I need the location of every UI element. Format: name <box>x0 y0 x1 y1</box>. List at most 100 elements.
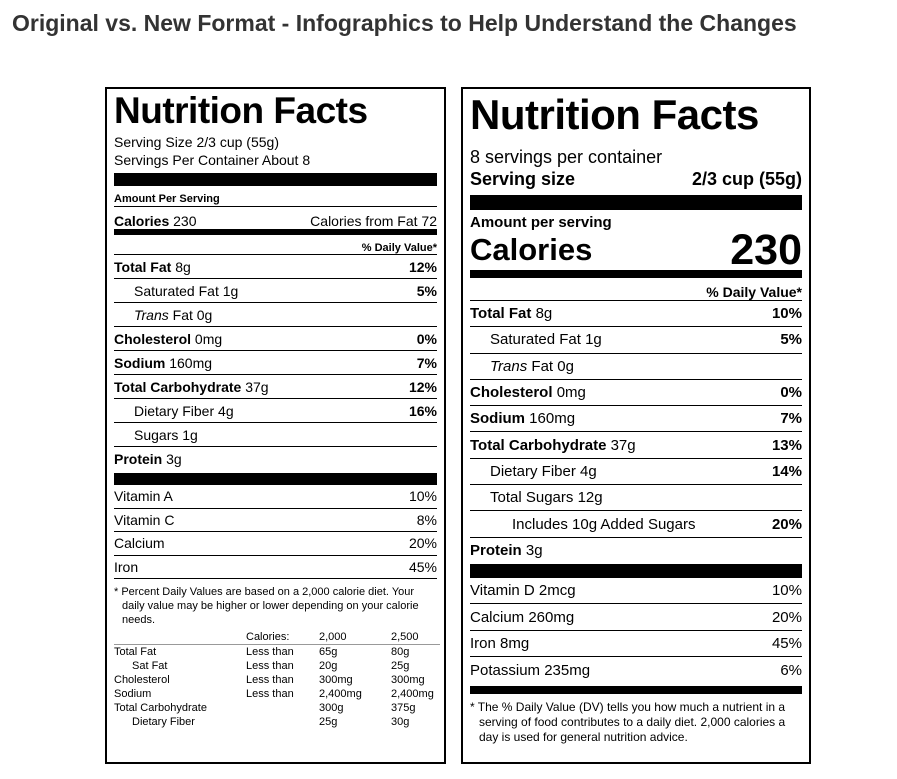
nutrient-name: Total Carbohydrate <box>470 436 607 454</box>
label-title: Nutrition Facts <box>470 91 759 138</box>
vitamin-name: Vitamin C <box>114 511 175 528</box>
nutrient-label: Sodium 160mg <box>470 410 575 427</box>
table-row: Sodium Less than 2,400mg 2,400mg <box>114 687 440 701</box>
divider-thick <box>470 563 802 578</box>
nutrient-dv: 14% <box>771 462 802 480</box>
nutrient-label: Total Carbohydrate 37g <box>114 379 269 395</box>
table-cell: 80g <box>391 646 410 658</box>
nutrient-name: Sodium <box>470 410 525 428</box>
nutrient-amount: 37g <box>610 436 636 454</box>
nutrient-row: Total Carbohydrate 37g 12% <box>114 375 437 399</box>
nutrient-name: Trans <box>490 357 528 375</box>
vitamin-row: Iron 45% <box>114 556 437 579</box>
nutrient-row: Total Fat 8g 12% <box>114 255 437 279</box>
nutrient-amount: 3g <box>525 542 543 560</box>
calories-value: 230 <box>173 213 197 229</box>
nutrient-dv: 10% <box>771 305 802 323</box>
page-title: Original vs. New Format - Infographics t… <box>12 10 797 36</box>
nutrient-label: Total Fat 8g <box>470 305 552 322</box>
nutrient-label: Trans Fat 0g <box>114 307 212 323</box>
nutrient-amount: Fat 0g <box>172 306 213 323</box>
nutrient-amount: 12g <box>577 489 603 507</box>
nutrient-row: Trans Fat 0g <box>470 354 802 380</box>
nutrient-row: Sodium 160mg 7% <box>114 351 437 375</box>
serving-size: Serving Size 2/3 cup (55g) <box>114 134 279 150</box>
nutrient-name: Trans <box>134 306 169 323</box>
nutrient-name: Sugars <box>134 426 179 443</box>
nutrient-row: Total Fat 8g 10% <box>470 301 802 328</box>
serving-size-row: Serving size 2/3 cup (55g) <box>470 168 802 190</box>
vitamin-row: Calcium 20% <box>114 532 437 556</box>
table-cell: Less than <box>246 660 294 672</box>
nutrient-label: Dietary Fiber 4g <box>114 403 234 419</box>
calories-value: 230 <box>730 225 802 274</box>
nutrient-row: Cholesterol 0mg 0% <box>470 380 802 407</box>
vitamin-dv: 20% <box>408 535 437 552</box>
table-cell: 2,400mg <box>391 688 434 700</box>
nutrient-row: Dietary Fiber 4g 16% <box>114 399 437 423</box>
calories-label: Calories <box>114 213 170 229</box>
nutrient-name: Total Carbohydrate <box>114 378 242 395</box>
serving-size-value: 2/3 cup (55g) <box>691 168 802 189</box>
amount-per-serving: Amount per serving <box>470 214 612 231</box>
nutrient-row: Trans Fat 0g <box>114 303 437 327</box>
calories-label: Calories <box>470 232 593 267</box>
nutrient-amount: 0mg <box>556 384 586 402</box>
nutrient-amount: 1g <box>182 426 198 443</box>
label-title: Nutrition Facts <box>114 90 368 131</box>
table-row: Sat Fat Less than 20g 25g <box>114 659 440 673</box>
table-cell: Less than <box>246 674 294 686</box>
nutrient-label: Total Fat 8g <box>114 259 191 275</box>
vitamin-row: Iron 8mg 45% <box>470 631 802 658</box>
nutrient-row: Protein 3g <box>114 447 437 471</box>
nutrient-label: Saturated Fat 1g <box>114 283 238 299</box>
nutrient-name: Cholesterol <box>470 384 553 402</box>
nutrient-label: Sugars 1g <box>114 427 198 443</box>
nutrient-name: Total Fat <box>114 258 172 275</box>
vitamin-dv: 45% <box>771 635 802 653</box>
nutrient-amount: 3g <box>166 451 182 467</box>
nutrient-label: Cholesterol 0mg <box>470 384 586 401</box>
nutrient-dv: 12% <box>408 378 437 395</box>
nutrient-name: Total Sugars <box>490 489 574 507</box>
nutrient-row: Protein 3g <box>470 538 802 564</box>
table-cell: Sodium <box>114 688 152 700</box>
table-header: 2,500 <box>391 631 419 643</box>
table-cell <box>246 701 319 715</box>
nutrient-amount: 0mg <box>194 330 223 347</box>
vitamin-name: Iron 8mg <box>470 635 530 653</box>
nutrient-name: Dietary Fiber <box>490 462 576 480</box>
nutrient-name: Protein <box>470 542 522 560</box>
nutrient-label: Sodium 160mg <box>114 355 212 371</box>
table-cell: 300mg <box>391 674 425 686</box>
nutrient-amount: Fat 0g <box>531 357 574 375</box>
vitamin-dv: 45% <box>408 558 437 575</box>
nutrient-dv: 16% <box>408 402 437 419</box>
nutrient-label: Protein 3g <box>470 542 543 559</box>
divider-thick <box>470 195 802 210</box>
vitamin-name: Vitamin A <box>114 488 173 505</box>
nutrient-name: Saturated Fat <box>134 282 219 299</box>
nutrient-dv: 13% <box>771 436 802 454</box>
vitamin-dv: 6% <box>780 662 802 680</box>
nutrient-dv: 0% <box>416 330 437 347</box>
nutrient-amount: 37g <box>245 378 269 395</box>
original-nutrition-label: Nutrition Facts Serving Size 2/3 cup (55… <box>105 87 446 764</box>
nutrient-row: Saturated Fat 1g 5% <box>114 279 437 303</box>
nutrient-name: Includes 10g Added Sugars <box>512 515 696 533</box>
divider-medium <box>470 685 802 694</box>
table-cell: 25g <box>319 716 338 728</box>
nutrient-dv: 20% <box>771 515 802 533</box>
footnote: * The % Daily Value (DV) tells you how m… <box>470 699 786 744</box>
table-row: Total Fat Less than 65g 80g <box>114 645 440 660</box>
table-cell: Less than <box>246 646 294 658</box>
vitamin-name: Iron <box>114 558 139 575</box>
nutrient-name: Protein <box>114 451 163 467</box>
nutrient-label: Total Sugars 12g <box>470 489 603 506</box>
nutrient-dv: 5% <box>780 331 802 349</box>
divider-thick <box>114 473 437 485</box>
dv-header: % Daily Value* <box>114 235 437 255</box>
nutrient-row: Cholesterol 0mg 0% <box>114 327 437 351</box>
servings-per-container: 8 servings per container <box>470 147 663 167</box>
footnote: * Percent Daily Values are based on a 2,… <box>114 586 419 626</box>
